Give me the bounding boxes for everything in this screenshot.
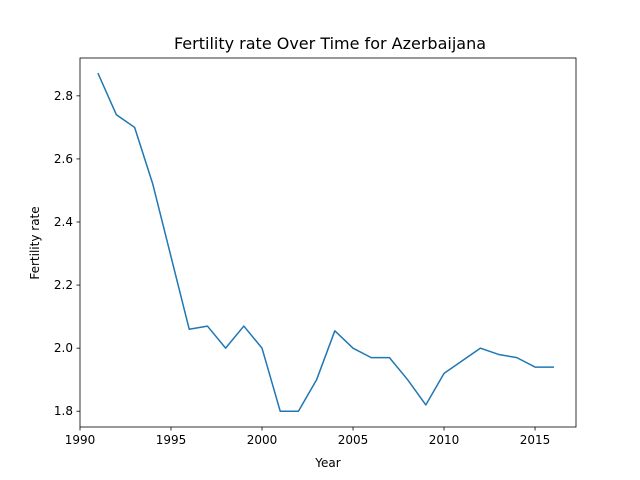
x-tick-label: 2005 <box>338 433 369 447</box>
plot-area: 1990 1995 2000 2005 2010 2015 1.8 2.0 2.2 2.4 2.6 2… <box>54 57 577 447</box>
y-tick-label: 2.6 <box>54 152 73 166</box>
x-axis-label: Year <box>314 456 340 470</box>
chart-title: Fertility rate Over Time for Azerbaijana <box>174 34 486 53</box>
y-tick-label: 2.0 <box>54 341 73 355</box>
y-tick-label: 2.2 <box>54 278 73 292</box>
series-line-0 <box>97 72 554 412</box>
y-tick-label: 2.8 <box>54 89 73 103</box>
y-axis-label: Fertility rate <box>28 206 42 279</box>
x-tick-label: 1995 <box>156 433 187 447</box>
x-tick-label: 2010 <box>429 433 460 447</box>
x-tick-label: 2015 <box>520 433 551 447</box>
x-tick-label: 1990 <box>65 433 96 447</box>
y-tick-label: 1.8 <box>54 404 73 418</box>
y-tick-label: 2.4 <box>54 215 73 229</box>
axes-frame <box>79 57 577 428</box>
x-tick-label: 2000 <box>247 433 278 447</box>
